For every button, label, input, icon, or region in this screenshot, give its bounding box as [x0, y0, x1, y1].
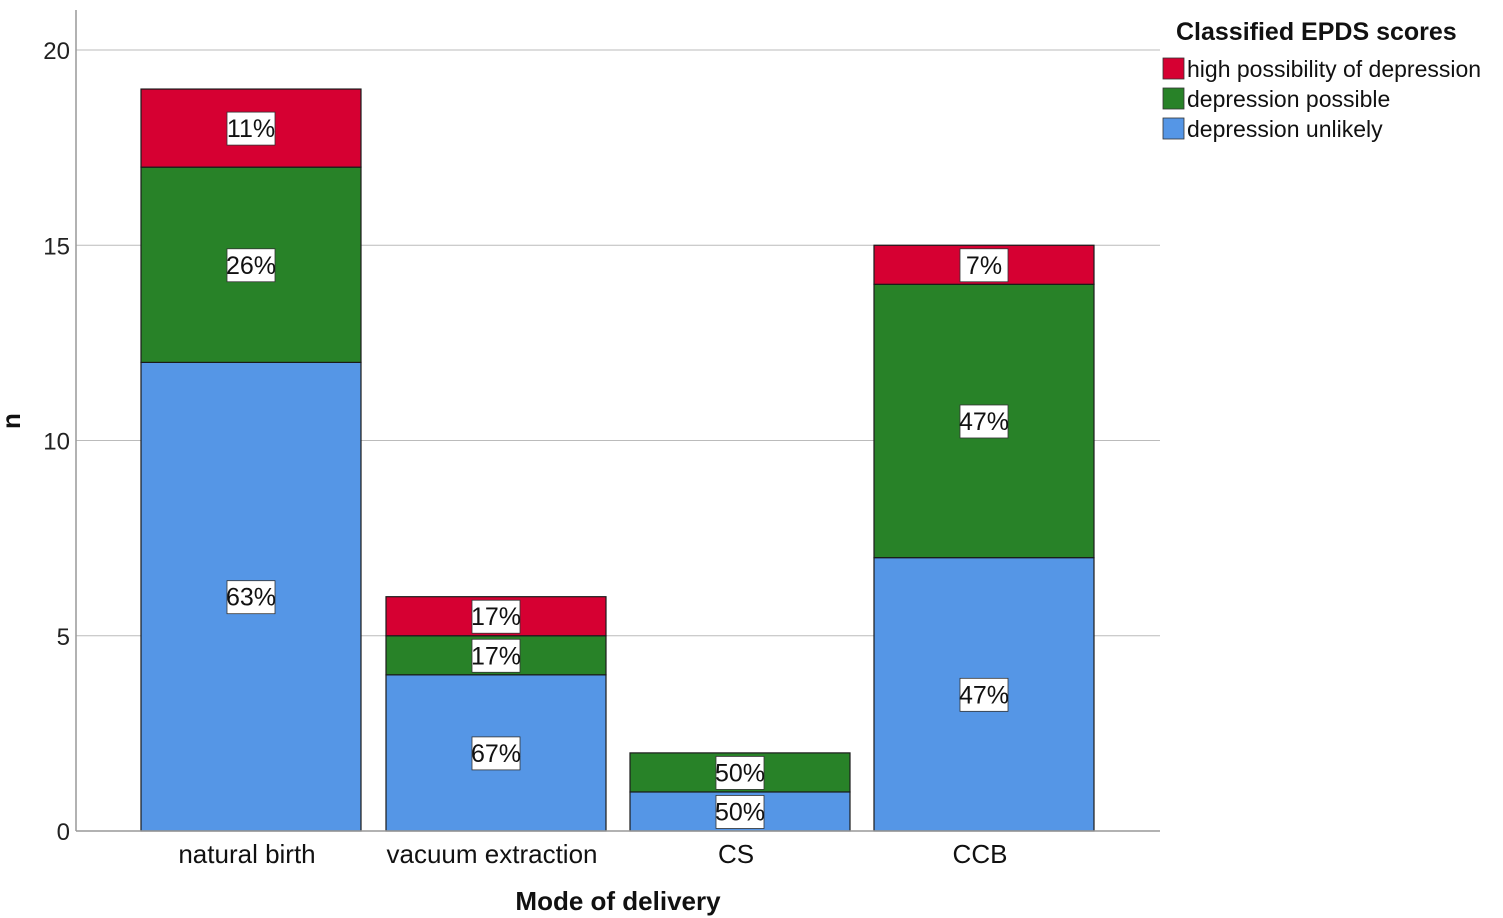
data-label: 11% [226, 111, 276, 146]
data-label: 67% [471, 736, 521, 771]
x-tick-label: vacuum extraction [387, 839, 598, 869]
legend-title: Classified EPDS scores [1176, 18, 1457, 46]
x-axis-categories: natural birth vacuum extraction CS CCB [178, 839, 1007, 869]
data-label: 63% [226, 580, 276, 615]
bar-stack [629, 752, 851, 832]
x-axis-title: Mode of delivery [515, 886, 721, 916]
x-tick-label: CS [718, 839, 754, 869]
y-tick-label: 20 [43, 38, 70, 65]
y-axis-ticks: 0 5 10 15 20 [43, 38, 70, 846]
data-label-box [226, 248, 276, 283]
legend-label: depression possible [1187, 86, 1390, 112]
legend-swatch [1162, 87, 1185, 110]
data-label-box [471, 736, 521, 771]
legend-item: high possibility of depression [1162, 56, 1481, 82]
bars: 63% 26% 11% 67% 17% 17% 50% 50% 47% 47% 7% [140, 88, 1095, 832]
data-label-text: 7% [966, 252, 1002, 280]
bar-stack [140, 88, 362, 832]
data-label-text: 47% [959, 408, 1009, 436]
data-label-text: 17% [471, 603, 521, 631]
data-label-text: 26% [226, 252, 276, 280]
legend: Classified EPDS scores high possibility … [1162, 18, 1481, 142]
data-label-box [471, 638, 521, 673]
data-label: 47% [959, 404, 1009, 439]
data-label-box [715, 756, 765, 790]
data-label: 17% [471, 599, 521, 634]
data-label: 50% [715, 756, 765, 790]
data-label-box [959, 404, 1009, 439]
legend-swatch [1162, 57, 1185, 80]
data-label: 26% [226, 248, 276, 283]
data-label-box [959, 248, 1009, 283]
x-tick-label: CCB [953, 839, 1008, 869]
legend-swatch [1162, 117, 1185, 140]
data-label-box [471, 599, 521, 634]
data-label: 7% [959, 248, 1009, 283]
data-label-box [226, 111, 276, 146]
data-label-text: 17% [471, 642, 521, 670]
legend-item: depression possible [1162, 86, 1390, 112]
y-tick-label: 10 [43, 429, 70, 456]
data-label-text: 11% [227, 115, 275, 143]
data-label: 17% [471, 638, 521, 673]
y-axis-title: n [0, 413, 26, 429]
data-label-text: 50% [715, 798, 765, 826]
legend-label: high possibility of depression [1187, 56, 1481, 82]
legend-item: depression unlikely [1162, 116, 1383, 142]
data-label-text: 47% [959, 681, 1009, 709]
y-tick-label: 5 [57, 624, 70, 651]
data-label-box [715, 795, 765, 829]
data-label-box [959, 677, 1009, 712]
legend-label: depression unlikely [1187, 116, 1383, 142]
y-tick-label: 15 [43, 233, 70, 260]
bar-stack [873, 244, 1095, 832]
data-label: 47% [959, 677, 1009, 712]
data-label-box [226, 580, 276, 615]
data-label-text: 50% [715, 759, 765, 787]
data-label-text: 63% [226, 584, 276, 612]
x-tick-label: natural birth [178, 839, 315, 869]
y-tick-label: 0 [57, 819, 70, 846]
data-label: 50% [715, 795, 765, 829]
data-label-text: 67% [471, 740, 521, 768]
